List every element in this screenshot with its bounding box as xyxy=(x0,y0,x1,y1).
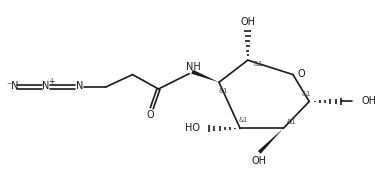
Text: +: + xyxy=(48,77,54,86)
Polygon shape xyxy=(258,128,284,154)
Text: &1: &1 xyxy=(218,88,228,94)
Polygon shape xyxy=(191,70,219,82)
Text: HO: HO xyxy=(185,123,200,133)
Text: O: O xyxy=(298,69,305,79)
Text: NH: NH xyxy=(186,62,200,72)
Text: &1: &1 xyxy=(254,61,263,67)
Text: N: N xyxy=(76,81,83,91)
Text: &1: &1 xyxy=(302,91,311,97)
Text: OH: OH xyxy=(240,17,255,27)
Text: N: N xyxy=(42,81,50,91)
Text: O: O xyxy=(146,110,154,120)
Text: &1: &1 xyxy=(238,117,248,123)
Text: ⁻N: ⁻N xyxy=(6,81,19,91)
Text: OH: OH xyxy=(252,156,267,166)
Text: &1: &1 xyxy=(286,119,296,125)
Text: OH: OH xyxy=(361,96,375,105)
